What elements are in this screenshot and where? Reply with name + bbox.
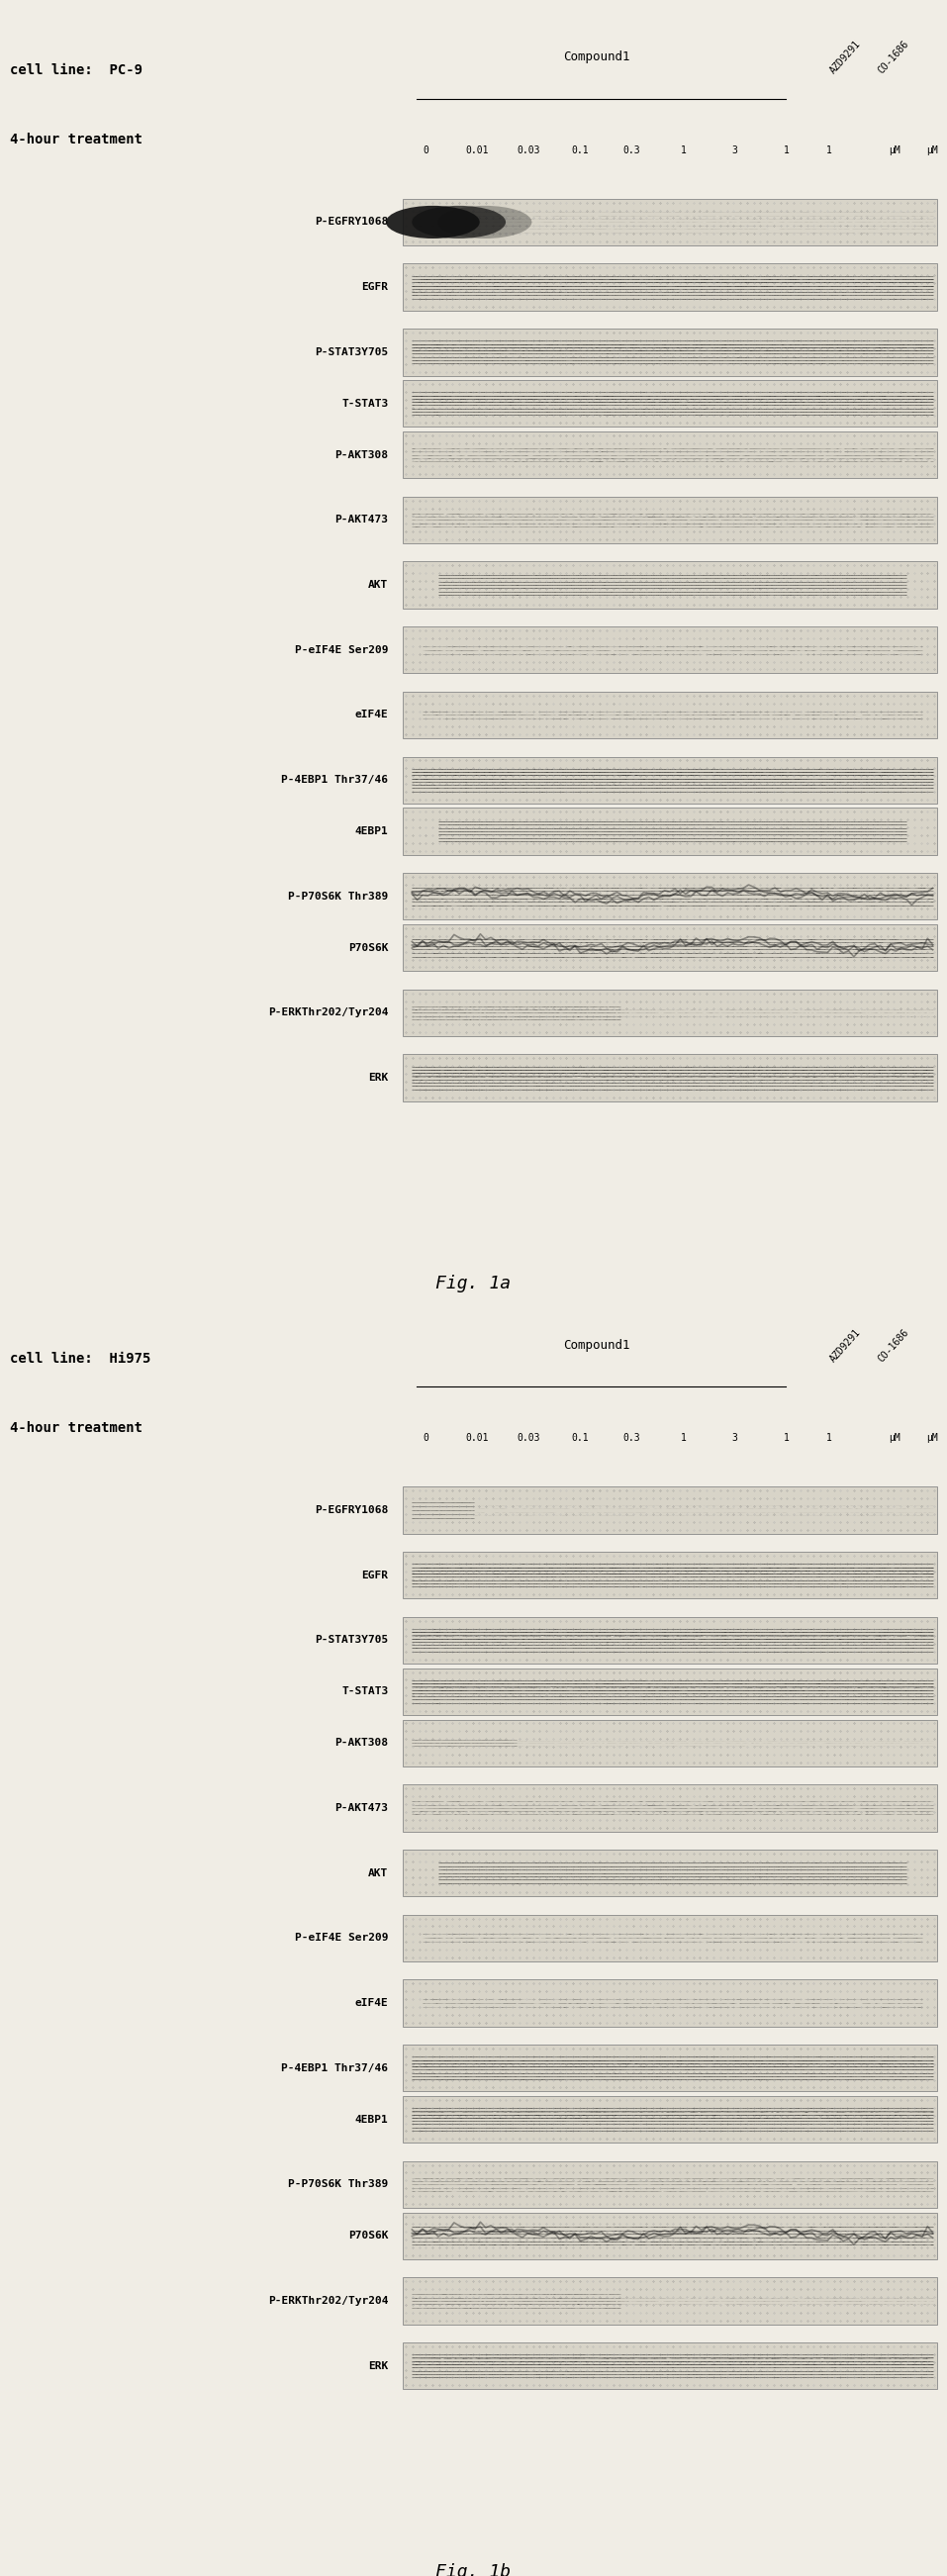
Ellipse shape [412,206,506,240]
Text: μM: μM [889,1432,901,1443]
Text: EGFR: EGFR [362,1571,388,1579]
Text: T-STAT3: T-STAT3 [342,1687,388,1698]
Bar [402,1486,938,1533]
Bar [402,925,938,971]
Text: 3: 3 [732,144,738,155]
Bar [402,2045,938,2092]
Text: P-AKT473: P-AKT473 [335,1803,388,1814]
Text: P-AKT308: P-AKT308 [335,451,388,461]
Text: P-P70S6K Thr389: P-P70S6K Thr389 [288,891,388,902]
Bar [402,1054,938,1100]
Bar [402,1618,938,1664]
Bar [402,1785,938,1832]
Text: 4EBP1: 4EBP1 [355,827,388,837]
Bar [402,1914,938,1960]
Text: P-4EBP1 Thr37/46: P-4EBP1 Thr37/46 [281,775,388,786]
Ellipse shape [386,206,480,240]
Text: 1: 1 [826,1432,831,1443]
Bar [402,1669,938,1716]
Text: 0: 0 [423,1432,429,1443]
Text: 1: 1 [783,1432,789,1443]
Bar [402,809,938,855]
Text: EGFR: EGFR [362,283,388,291]
Text: Fig. 1a: Fig. 1a [436,1275,511,1293]
Text: 0.01: 0.01 [466,1432,490,1443]
Bar [402,2213,938,2259]
Text: 0.3: 0.3 [623,1432,640,1443]
Text: 0.1: 0.1 [572,144,589,155]
Text: 0.03: 0.03 [517,1432,541,1443]
Text: P-STAT3Y705: P-STAT3Y705 [314,348,388,358]
Bar [402,1978,938,2027]
Text: 0.1: 0.1 [572,1432,589,1443]
Text: P-AKT473: P-AKT473 [335,515,388,526]
Text: Compound1: Compound1 [563,52,630,64]
Text: 4-hour treatment: 4-hour treatment [9,1422,142,1435]
Text: P-4EBP1 Thr37/46: P-4EBP1 Thr37/46 [281,2063,388,2074]
Text: 1: 1 [680,1432,686,1443]
Text: AZD9291: AZD9291 [829,39,864,75]
Text: 3: 3 [732,1432,738,1443]
Text: 1: 1 [783,144,789,155]
Text: 1: 1 [680,144,686,155]
Bar [402,690,938,739]
Text: eIF4E: eIF4E [355,711,388,719]
Text: μM: μM [926,1432,938,1443]
Text: 0.01: 0.01 [466,144,490,155]
Text: 4EBP1: 4EBP1 [355,2115,388,2125]
Text: CO-1686: CO-1686 [876,39,911,75]
Text: P-ERKThr202/Tyr204: P-ERKThr202/Tyr204 [268,2295,388,2306]
Text: 0: 0 [423,144,429,155]
Text: ERK: ERK [368,1072,388,1082]
Text: cell line:  PC-9: cell line: PC-9 [9,64,142,77]
Bar [402,330,938,376]
Bar [402,2277,938,2324]
Bar [402,873,938,920]
Bar [402,198,938,245]
Text: P70S6K: P70S6K [348,2231,388,2241]
Text: AZD9291: AZD9291 [829,1327,864,1365]
Text: 1: 1 [826,144,831,155]
Text: P-EGFRY1068: P-EGFRY1068 [314,216,388,227]
Text: CO-1686: CO-1686 [876,1327,911,1365]
Text: T-STAT3: T-STAT3 [342,399,388,410]
Bar [402,433,938,479]
Text: 0.03: 0.03 [517,144,541,155]
Text: AKT: AKT [368,580,388,590]
Text: AKT: AKT [368,1868,388,1878]
Text: μM: μM [889,144,901,155]
Bar [402,1721,938,1767]
Text: P-ERKThr202/Tyr204: P-ERKThr202/Tyr204 [268,1007,388,1018]
Text: P-EGFRY1068: P-EGFRY1068 [314,1504,388,1515]
Text: ERK: ERK [368,2360,388,2370]
Ellipse shape [438,206,532,240]
Text: P-STAT3Y705: P-STAT3Y705 [314,1636,388,1646]
Text: Fig. 1b: Fig. 1b [436,2563,511,2576]
Bar [402,1850,938,1896]
Text: P70S6K: P70S6K [348,943,388,953]
Bar [402,263,938,312]
Text: P-eIF4E Ser209: P-eIF4E Ser209 [295,644,388,654]
Text: P-eIF4E Ser209: P-eIF4E Ser209 [295,1932,388,1942]
Text: eIF4E: eIF4E [355,1999,388,2007]
Text: P-AKT308: P-AKT308 [335,1739,388,1749]
Bar [402,626,938,672]
Text: cell line:  Hi975: cell line: Hi975 [9,1352,151,1365]
Bar [402,989,938,1036]
Bar [402,2342,938,2388]
Bar [402,562,938,608]
Text: μM: μM [926,144,938,155]
Text: 4-hour treatment: 4-hour treatment [9,134,142,147]
Bar [402,1551,938,1600]
Text: 0.3: 0.3 [623,144,640,155]
Bar [402,381,938,428]
Bar [402,497,938,544]
Bar [402,2161,938,2208]
Text: Compound1: Compound1 [563,1340,630,1352]
Text: P-P70S6K Thr389: P-P70S6K Thr389 [288,2179,388,2190]
Bar [402,757,938,804]
Bar [402,2097,938,2143]
